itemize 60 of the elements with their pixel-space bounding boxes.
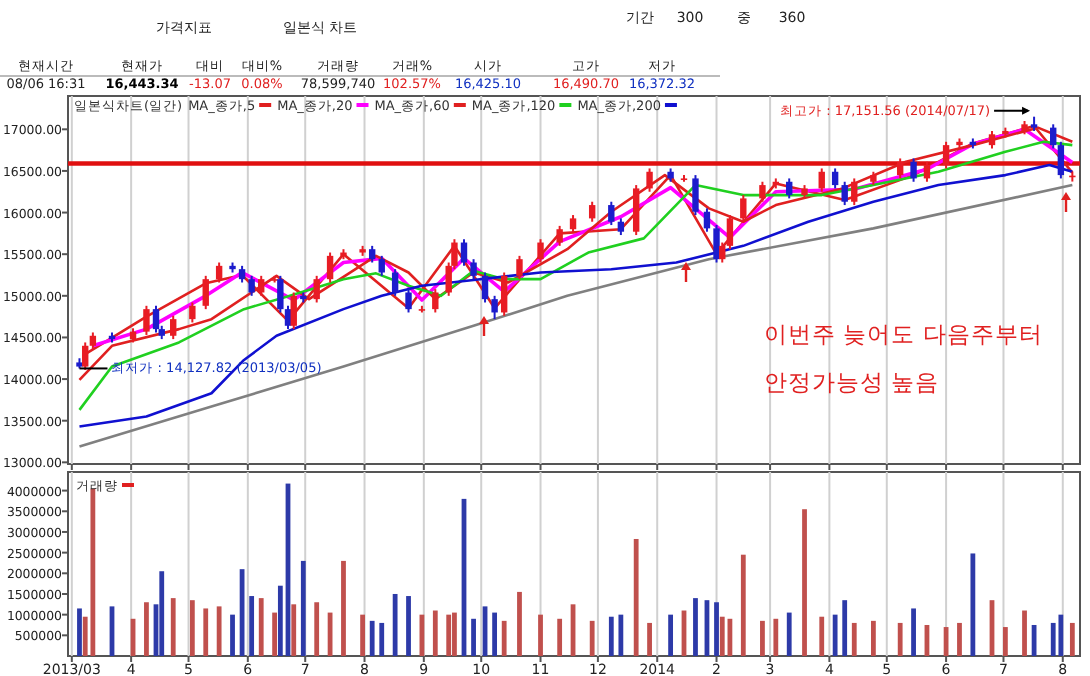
bar (216, 606, 222, 656)
bar (471, 618, 476, 656)
bar (170, 598, 176, 656)
bar (406, 596, 411, 656)
bar (203, 608, 209, 656)
bar (740, 554, 746, 656)
bar (633, 538, 639, 656)
bar (693, 598, 698, 656)
bar (314, 602, 320, 656)
bar (300, 560, 306, 656)
bar (957, 622, 962, 656)
bar (1069, 622, 1075, 656)
bar (802, 509, 807, 656)
bar (1058, 614, 1064, 656)
bar (501, 620, 507, 656)
bar (432, 610, 438, 656)
bar (341, 560, 346, 656)
bar (668, 614, 674, 656)
bar (1022, 610, 1027, 656)
bar (760, 620, 765, 656)
bar (970, 553, 976, 656)
bar (291, 604, 297, 656)
bar (230, 614, 235, 656)
bar (851, 622, 857, 656)
bar (360, 614, 366, 656)
bar (538, 614, 543, 656)
bar (897, 622, 903, 656)
bar (144, 602, 149, 656)
bar (589, 620, 595, 656)
bar (870, 620, 876, 656)
annotation: 안정가능성 높음 (764, 368, 940, 396)
bar (517, 591, 522, 656)
bar (446, 614, 452, 656)
bar (786, 612, 792, 656)
bar (773, 618, 779, 656)
bar (159, 571, 165, 656)
bar (647, 622, 652, 656)
bar (911, 608, 916, 656)
bar (842, 600, 848, 656)
bar (608, 616, 614, 656)
annotation: 이번주 늦어도 다음주부터 (764, 320, 1043, 348)
bar (832, 614, 838, 656)
bar (272, 612, 278, 656)
bar (392, 593, 398, 656)
bar (557, 618, 563, 656)
bar (90, 488, 96, 656)
bar (492, 612, 498, 656)
bar (258, 598, 264, 656)
bar (452, 612, 457, 656)
bar (249, 596, 255, 656)
bar (714, 602, 719, 656)
bar (618, 614, 624, 656)
bar (1002, 627, 1008, 656)
bar (1050, 622, 1056, 656)
bar (77, 608, 82, 656)
bar (369, 620, 375, 656)
bar (719, 616, 725, 656)
bar (379, 622, 385, 656)
bar (819, 616, 825, 656)
bar (189, 600, 195, 656)
